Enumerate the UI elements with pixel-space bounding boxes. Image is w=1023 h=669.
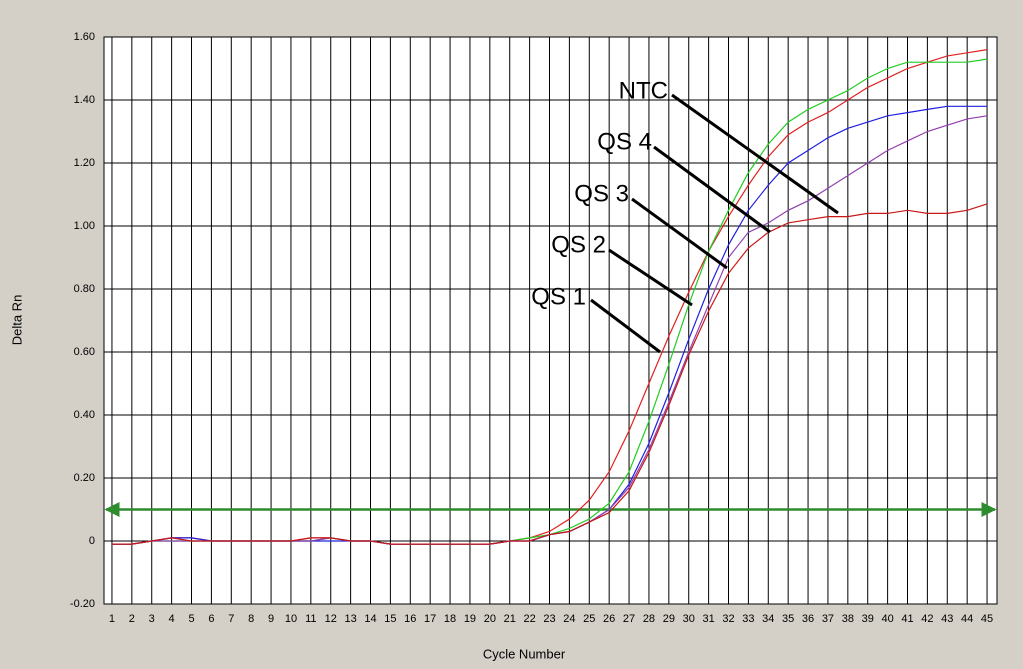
x-tick-label: 26 bbox=[603, 613, 615, 625]
x-tick-label: 19 bbox=[464, 613, 476, 625]
x-axis-label: Cycle Number bbox=[483, 646, 566, 661]
x-tick-label: 20 bbox=[484, 613, 496, 625]
x-tick-label: 11 bbox=[305, 613, 316, 625]
leader-line bbox=[590, 298, 661, 354]
y-tick-label: 1.00 bbox=[74, 220, 95, 232]
annotation-label: QS 4 bbox=[597, 128, 652, 155]
x-tick-label: 34 bbox=[762, 613, 774, 625]
x-tick-label: 22 bbox=[523, 613, 535, 625]
annotation-label: NTC bbox=[619, 77, 668, 104]
x-tick-label: 12 bbox=[325, 613, 337, 625]
annotation-label: QS 1 bbox=[531, 283, 586, 310]
x-tick-label: 21 bbox=[504, 613, 516, 625]
x-tick-label: 9 bbox=[268, 613, 274, 625]
x-tick-label: 41 bbox=[901, 613, 913, 625]
annotation-label: QS 3 bbox=[574, 180, 629, 207]
x-tick-label: 28 bbox=[643, 613, 655, 625]
x-tick-label: 5 bbox=[188, 613, 194, 625]
y-tick-label: 0.80 bbox=[74, 283, 95, 295]
x-tick-label: 38 bbox=[842, 613, 854, 625]
x-tick-label: 8 bbox=[248, 613, 254, 625]
y-tick-label: 0.60 bbox=[74, 346, 95, 358]
x-tick-label: 23 bbox=[543, 613, 555, 625]
annotation-label: QS 2 bbox=[551, 231, 606, 258]
x-tick-label: 30 bbox=[683, 613, 695, 625]
x-tick-label: 39 bbox=[862, 613, 874, 625]
x-tick-label: 17 bbox=[424, 613, 436, 625]
x-tick-label: 2 bbox=[129, 613, 135, 625]
x-tick-label: 43 bbox=[941, 613, 953, 625]
x-tick-label: 6 bbox=[208, 613, 214, 625]
x-tick-label: 32 bbox=[722, 613, 734, 625]
x-tick-label: 14 bbox=[364, 613, 376, 625]
x-tick-label: 44 bbox=[961, 613, 973, 625]
x-tick-label: 35 bbox=[782, 613, 794, 625]
leader-line bbox=[671, 93, 839, 215]
x-tick-label: 27 bbox=[623, 613, 635, 625]
y-tick-label: 1.60 bbox=[74, 31, 95, 43]
leader-line bbox=[631, 197, 728, 270]
x-tick-label: 3 bbox=[149, 613, 155, 625]
x-tick-label: 18 bbox=[444, 613, 456, 625]
x-tick-label: 25 bbox=[583, 613, 595, 625]
y-tick-label: 0.40 bbox=[74, 409, 95, 421]
y-axis-label: Delta Rn bbox=[9, 295, 24, 346]
x-tick-label: 40 bbox=[881, 613, 893, 625]
x-tick-label: 15 bbox=[384, 613, 396, 625]
x-tick-label: 1 bbox=[109, 613, 115, 625]
x-tick-label: 24 bbox=[563, 613, 575, 625]
x-tick-label: 7 bbox=[228, 613, 234, 625]
x-tick-label: 45 bbox=[981, 613, 993, 625]
y-tick-label: 0.20 bbox=[74, 472, 95, 484]
x-tick-label: 29 bbox=[663, 613, 675, 625]
plot-area bbox=[103, 36, 998, 605]
x-tick-label: 42 bbox=[921, 613, 933, 625]
x-tick-label: 33 bbox=[742, 613, 754, 625]
leader-line bbox=[653, 145, 771, 234]
x-tick-label: 4 bbox=[169, 613, 175, 625]
leader-line bbox=[608, 248, 693, 307]
x-tick-label: 37 bbox=[822, 613, 834, 625]
y-tick-label: 1.40 bbox=[74, 94, 95, 106]
x-tick-label: 31 bbox=[702, 613, 714, 625]
x-tick-label: 10 bbox=[285, 613, 297, 625]
series-line bbox=[112, 203, 988, 545]
x-tick-label: 13 bbox=[344, 613, 356, 625]
x-tick-label: 36 bbox=[802, 613, 814, 625]
x-tick-label: 16 bbox=[404, 613, 416, 625]
y-tick-label: 1.20 bbox=[74, 157, 95, 169]
y-tick-label: -0.20 bbox=[70, 598, 95, 610]
y-tick-label: 0 bbox=[89, 535, 95, 547]
